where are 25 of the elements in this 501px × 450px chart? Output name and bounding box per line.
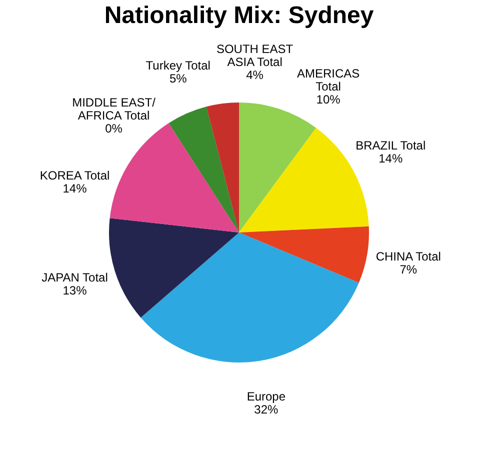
data-label: 10% xyxy=(316,92,341,106)
slice-label: Turkey Total xyxy=(146,58,210,73)
slice-label: AMERICAS Total xyxy=(296,66,360,94)
slice-label: Europe xyxy=(246,389,286,404)
category-label: MIDDLE EAST/ AFRICA Total xyxy=(72,96,156,123)
slice-label: JAPAN Total xyxy=(42,270,108,285)
slice-label: SOUTH EAST ASIA Total xyxy=(216,42,294,70)
text: 0% xyxy=(105,122,122,136)
slice-label: BRAZIL Total xyxy=(356,138,426,152)
slice-label: KOREA Total xyxy=(40,168,110,182)
data-label: 4% xyxy=(246,68,264,82)
pie-slice xyxy=(109,218,239,318)
slice-label: CHINA Total xyxy=(376,249,441,264)
data-label: 14% xyxy=(62,181,88,196)
pie-slice xyxy=(239,226,369,283)
data-label: 32% xyxy=(254,402,279,416)
pie-slice xyxy=(168,106,239,232)
pie-slice xyxy=(140,232,359,362)
data-label: 5% xyxy=(169,72,188,86)
pie-slice xyxy=(239,102,316,232)
data-label: 13% xyxy=(62,284,88,298)
pie-slice xyxy=(206,102,239,232)
data-label: 14% xyxy=(378,151,403,166)
data-label: 7% xyxy=(400,262,418,276)
chart-title: Nationality Mix: Sydney xyxy=(104,2,374,29)
